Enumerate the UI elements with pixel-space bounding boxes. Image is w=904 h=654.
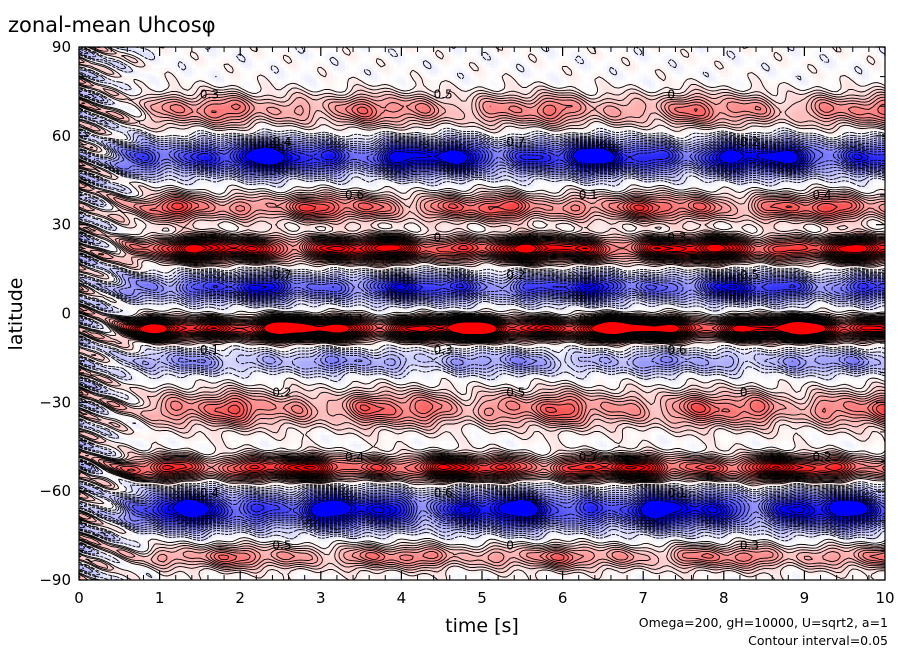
chart-title: zonal-mean Uhcosφ — [8, 13, 216, 37]
plot-area: 0.3 0.5 00.4 0.7 0.20.6 0.1 0.40.6 0 0.30.7 0.2 0.… — [79, 47, 886, 581]
